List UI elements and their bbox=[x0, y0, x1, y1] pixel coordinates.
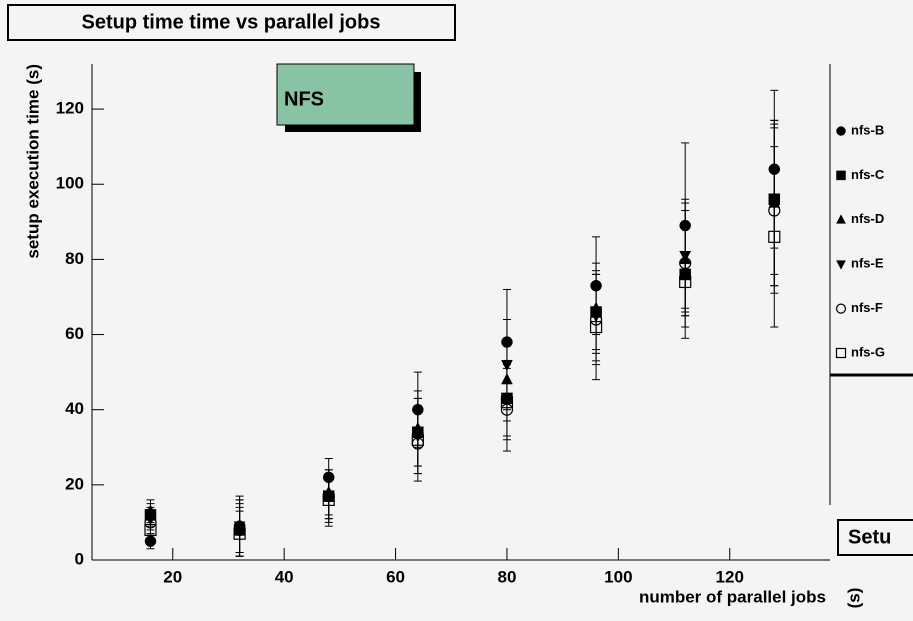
legend-marker bbox=[836, 260, 846, 270]
error-bar bbox=[235, 510, 244, 557]
y-axis-label: setup execution time (s) bbox=[23, 64, 42, 259]
legend-label: nfs-C bbox=[851, 167, 885, 182]
legend-label: nfs-G bbox=[851, 344, 885, 359]
y-tick-label: 120 bbox=[56, 99, 84, 118]
legend-label: nfs-F bbox=[851, 300, 883, 315]
y-tick-label: 0 bbox=[75, 549, 84, 568]
point bbox=[589, 320, 603, 334]
legend-marker bbox=[836, 126, 846, 136]
legend-label: nfs-E bbox=[851, 256, 884, 271]
point bbox=[233, 527, 246, 540]
error-bar bbox=[413, 405, 422, 475]
y-tick-label: 20 bbox=[65, 474, 84, 493]
y-tick-label: 80 bbox=[65, 249, 84, 268]
x-tick-label: 120 bbox=[716, 567, 744, 586]
point bbox=[322, 493, 335, 506]
x-tick-label: 100 bbox=[604, 567, 632, 586]
x-axis-label: number of parallel jobs bbox=[639, 587, 826, 606]
error-bar bbox=[502, 364, 511, 441]
chart-title: Setup time time vs parallel jobs bbox=[82, 11, 381, 33]
legend-marker bbox=[835, 303, 847, 314]
point bbox=[411, 433, 424, 446]
error-bar bbox=[146, 518, 155, 542]
x-tick-label: 40 bbox=[275, 567, 294, 586]
title-box bbox=[7, 4, 456, 41]
y-tick-label: 100 bbox=[56, 174, 84, 193]
x-tick-label: 20 bbox=[163, 567, 182, 586]
point bbox=[144, 523, 157, 537]
other-y-label: (s) bbox=[844, 588, 863, 609]
point bbox=[679, 275, 692, 289]
other-title: Setu bbox=[848, 526, 891, 548]
error-bar bbox=[324, 473, 333, 527]
legend-marker bbox=[836, 170, 846, 181]
annotation-box bbox=[276, 63, 415, 126]
other-title-box bbox=[837, 519, 913, 556]
x-tick-label: 80 bbox=[497, 567, 516, 586]
annotation: NFS bbox=[284, 88, 324, 110]
x-tick-label: 60 bbox=[386, 567, 405, 586]
y-tick-label: 40 bbox=[65, 399, 84, 418]
legend-label: nfs-B bbox=[851, 122, 884, 137]
legend-marker bbox=[836, 214, 846, 224]
error-bar bbox=[592, 273, 601, 381]
point bbox=[500, 396, 514, 409]
point bbox=[768, 230, 781, 243]
legend-label: nfs-D bbox=[851, 211, 884, 226]
error-bar bbox=[681, 225, 690, 339]
y-tick-label: 60 bbox=[65, 324, 84, 343]
legend-marker bbox=[835, 347, 847, 359]
error-bar bbox=[770, 146, 779, 328]
